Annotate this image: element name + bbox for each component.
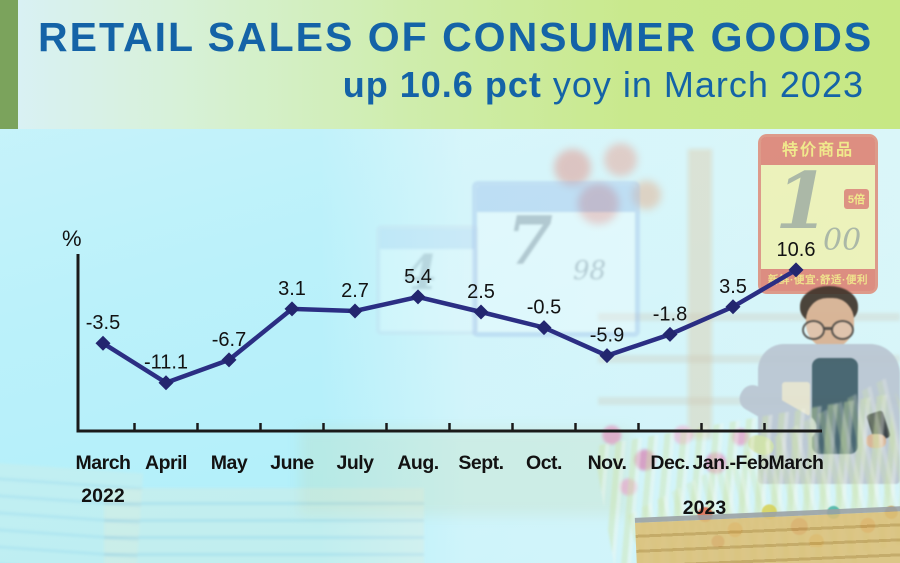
header-band: RETAIL SALES OF CONSUMER GOODS up 10.6 p…: [0, 0, 900, 129]
data-point-label: 5.4: [404, 266, 432, 288]
data-point-marker: [221, 352, 237, 368]
data-point-marker: [158, 375, 174, 391]
data-point-marker: [662, 326, 678, 342]
page-title: RETAIL SALES OF CONSUMER GOODS: [38, 14, 874, 60]
data-point-label: -5.9: [590, 325, 624, 347]
x-axis-label: July: [336, 452, 374, 474]
year-label-start: 2022: [81, 485, 125, 507]
data-point-label: 2.7: [341, 280, 369, 302]
trend-line: [101, 267, 798, 386]
data-point-label: 10.6: [777, 239, 816, 261]
data-point-label: 2.5: [467, 281, 495, 303]
x-axis-label: June: [270, 452, 314, 474]
x-axis-label: April: [145, 452, 187, 474]
x-axis-label: Jan.-Feb.: [692, 452, 773, 474]
year-label-end: 2023: [683, 497, 727, 519]
data-point-marker: [347, 303, 363, 319]
data-point-label: -6.7: [212, 329, 246, 351]
x-axis-label: March: [769, 452, 824, 474]
subtitle-rest: yoy in March 2023: [552, 64, 864, 105]
unit-label: %: [62, 226, 82, 251]
x-axis-label: March: [76, 452, 131, 474]
x-axis-label: Aug.: [397, 452, 438, 474]
subtitle-emphasis: up 10.6 pct: [342, 64, 542, 105]
data-point-marker: [599, 348, 615, 364]
data-point-label: -0.5: [527, 297, 561, 319]
data-point-marker: [536, 320, 552, 336]
x-axis-label: Nov.: [588, 452, 627, 474]
data-point-marker: [284, 301, 300, 317]
data-point-label: -1.8: [653, 303, 687, 325]
data-point-label: 3.1: [278, 278, 306, 300]
data-point-marker: [473, 304, 489, 320]
x-axis-label: Dec.: [650, 452, 689, 474]
x-axis-label: Oct.: [526, 452, 562, 474]
data-point-label: -11.1: [144, 352, 188, 374]
x-axis-label: May: [211, 452, 248, 474]
data-point-marker: [410, 289, 426, 305]
data-point-label: -3.5: [86, 312, 120, 334]
data-point-marker: [95, 335, 111, 351]
page-subtitle: up 10.6 pct yoy in March 2023: [343, 64, 864, 106]
x-axis-label: Sept.: [458, 452, 503, 474]
axes: [76, 254, 822, 433]
green-accent-bar: [0, 0, 18, 129]
data-point-label: 3.5: [719, 276, 747, 298]
